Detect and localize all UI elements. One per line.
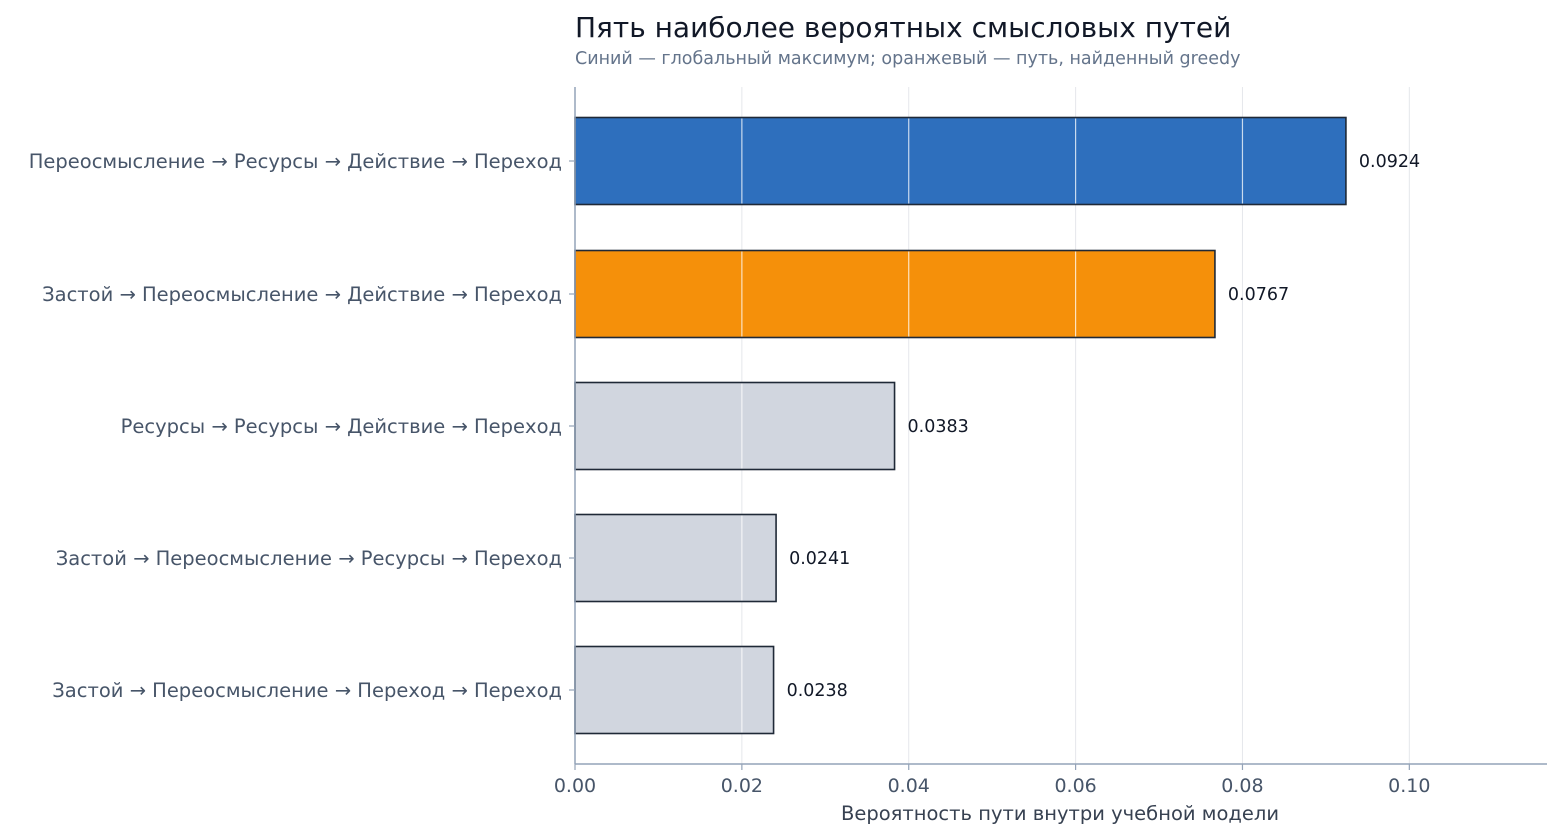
- bar: [574, 381, 896, 471]
- data-label: 0.0924: [1359, 152, 1420, 172]
- category-label: Застой → Переосмысление → Ресурсы → Пере…: [56, 547, 562, 570]
- data-label: 0.0241: [789, 549, 850, 569]
- data-label: 0.0767: [1228, 285, 1289, 305]
- category-label: Ресурсы → Ресурсы → Действие → Переход: [121, 415, 562, 438]
- bar: [574, 513, 777, 603]
- category-labels: Переосмысление → Ресурсы → Действие → Пе…: [29, 150, 575, 702]
- x-axis-label: Вероятность пути внутри учебной модели: [841, 802, 1279, 825]
- x-tick-label: 0.08: [1221, 775, 1263, 797]
- data-labels: 0.0924 0.0767 0.0383 0.0241 0.0238: [787, 152, 1421, 701]
- category-label: Переосмысление → Ресурсы → Действие → Пе…: [29, 150, 562, 173]
- x-ticks: 0.00 0.02 0.04 0.06 0.08 0.10: [554, 764, 1430, 797]
- bar: [574, 249, 1216, 339]
- chart-title: Пять наиболее вероятных смысловых путей: [575, 11, 1231, 44]
- bar: [574, 645, 775, 735]
- chart-subtitle: Синий — глобальный максимум; оранжевый —…: [575, 49, 1240, 69]
- category-label: Застой → Переосмысление → Переход → Пере…: [52, 679, 562, 702]
- category-label: Застой → Переосмысление → Действие → Пер…: [42, 283, 562, 306]
- data-label: 0.0238: [787, 681, 848, 701]
- x-tick-label: 0.00: [554, 775, 596, 797]
- x-tick-label: 0.06: [1054, 775, 1096, 797]
- x-tick-label: 0.04: [888, 775, 930, 797]
- data-label: 0.0383: [908, 417, 969, 437]
- x-tick-label: 0.02: [721, 775, 763, 797]
- bar: [574, 116, 1347, 206]
- x-tick-label: 0.10: [1388, 775, 1430, 797]
- axes: [574, 87, 1547, 765]
